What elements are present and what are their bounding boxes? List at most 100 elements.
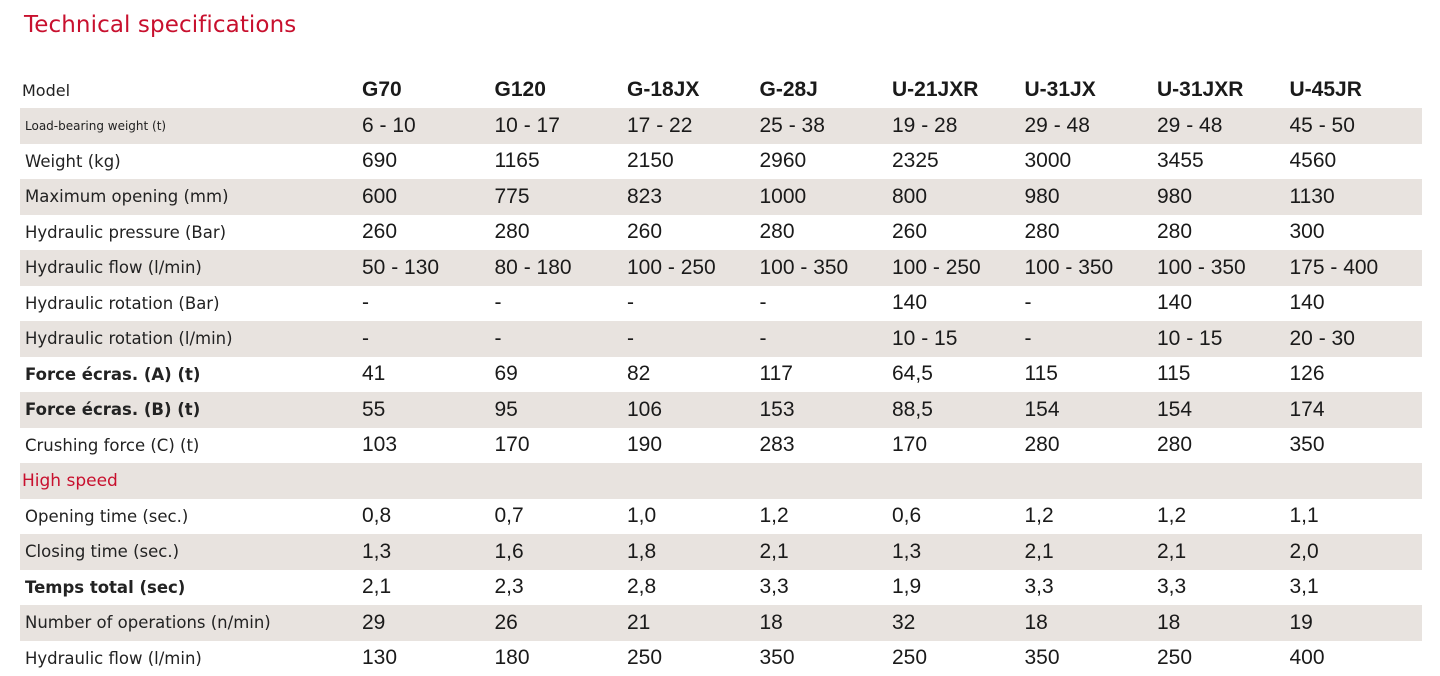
spec-label: Hydraulic pressure (Bar) [25,222,227,242]
spec-value: 115 [1024,362,1058,386]
spec-row-hydraulic-pressure: Hydraulic pressure (Bar) 260 280 260 280… [20,215,1422,251]
spec-row-maximum-opening: Maximum opening (mm) 600 775 823 1000 80… [20,179,1422,215]
spec-value: 0,6 [892,504,922,528]
spec-value: 2,1 [1157,534,1290,570]
spec-value: 100 - 350 [1024,250,1157,286]
spec-value [759,463,892,499]
spec-value: - [627,291,634,315]
spec-value: 260 [627,220,663,244]
spec-value: 2,3 [494,575,524,599]
spec-row-number-of-operations: Number of operations (n/min) 29 26 21 18… [20,605,1422,641]
spec-value: - [494,291,502,315]
spec-value: 19 [1289,605,1422,641]
spec-value: 95 [494,392,627,428]
spec-value: 400 [1289,646,1325,670]
spec-value: 29 - 48 [1024,108,1157,144]
model-header-row: Model G70 G120 G-18JX G-28J U-21JXR U-31… [20,72,1422,108]
spec-value: 823 [627,179,760,215]
spec-value: 600 [362,179,495,215]
spec-value: 100 - 350 [759,250,892,286]
spec-value: 2,1 [759,534,892,570]
spec-value: 0,7 [494,504,524,528]
spec-value [362,463,495,499]
spec-value: 55 [362,392,495,428]
spec-value: 19 - 28 [892,108,1025,144]
spec-value: 126 [1289,362,1325,386]
spec-value: 1,2 [759,504,789,528]
spec-value: 2,1 [362,575,392,599]
model-name: G-28J [759,78,818,101]
spec-value: 1,3 [362,534,495,570]
spec-label: Maximum opening (mm) [20,179,362,215]
model-name: U-31JX [1024,78,1096,101]
model-name: U-45JR [1289,78,1362,101]
spec-value: 17 - 22 [627,108,760,144]
spec-value [627,463,760,499]
watermark-graphic [280,0,700,20]
model-name: U-21JXR [892,78,979,101]
spec-value: 82 [627,362,651,386]
spec-value: 154 [1157,392,1290,428]
spec-value: 1,8 [627,534,760,570]
spec-value: 2150 [627,149,674,173]
spec-value: 0,8 [362,504,392,528]
spec-value: 32 [892,605,1025,641]
spec-value: 250 [1157,646,1193,670]
spec-value: 250 [627,646,663,670]
spec-row-force-b: Force écras. (B) (t) 55 95 106 153 88,5 … [20,392,1422,428]
spec-label: Force écras. (B) (t) [20,392,362,428]
spec-label: Weight (kg) [25,151,121,171]
spec-value: 3,3 [759,575,789,599]
spec-value: 2,1 [1024,534,1157,570]
spec-value: 26 [494,605,627,641]
spec-value: 350 [759,646,795,670]
spec-value: 1,0 [627,504,657,528]
spec-value: 175 - 400 [1289,250,1422,286]
spec-value: 283 [759,433,795,457]
spec-value: 29 - 48 [1157,108,1290,144]
spec-value: 4560 [1289,149,1337,173]
spec-row-hydraulic-flow: Hydraulic flow (l/min) 50 - 130 80 - 180… [20,250,1422,286]
spec-row-hydraulic-rotation-flow: Hydraulic rotation (l/min) - - - - 10 - … [20,321,1422,357]
spec-value: 250 [892,646,928,670]
spec-value: - [362,321,495,357]
spec-value: 106 [627,392,760,428]
model-name: G70 [362,78,402,101]
spec-value: 1000 [759,179,892,215]
spec-value: 3,1 [1289,575,1319,599]
spec-value: 1,2 [1024,504,1054,528]
spec-value: 980 [1157,179,1290,215]
spec-row-crushing-force-c: Crushing force (C) (t) 103 170 190 283 1… [20,428,1422,464]
spec-value: - [362,291,369,315]
spec-row-total-time: Temps total (sec) 2,1 2,3 2,8 3,3 1,9 3,… [20,570,1422,606]
spec-value: - [1024,291,1032,315]
spec-value: 280 [759,220,795,244]
section-label-high-speed: High speed [20,463,362,499]
spec-value: 20 - 30 [1289,321,1422,357]
spec-value: 3,3 [1024,575,1054,599]
spec-value: 130 [362,646,398,670]
spec-value: 10 - 15 [892,321,1025,357]
spec-value: 800 [892,179,1025,215]
spec-value: 1,6 [494,534,627,570]
spec-label: Hydraulic rotation (Bar) [25,293,220,313]
spec-value: 1,3 [892,534,1025,570]
spec-value: 1,2 [1157,504,1187,528]
spec-label: Closing time (sec.) [20,534,362,570]
spec-value: 2325 [892,149,939,173]
spec-value: 350 [1024,646,1060,670]
page-title: Technical specifications [24,12,297,38]
spec-value: 10 - 17 [494,108,627,144]
spec-value: 2,8 [627,575,657,599]
spec-value: - [494,321,627,357]
spec-value: 6 - 10 [362,108,495,144]
spec-value: 140 [892,291,928,315]
spec-value: 115 [1157,362,1191,386]
spec-value: 103 [362,433,398,457]
spec-value: 18 [759,605,892,641]
spec-row-load-bearing-weight: Load-bearing weight (t) 6 - 10 10 - 17 1… [20,108,1422,144]
spec-value: 153 [759,392,892,428]
spec-value: 25 - 38 [759,108,892,144]
spec-value: 140 [1157,291,1193,315]
spec-row-opening-time: Opening time (sec.) 0,8 0,7 1,0 1,2 0,6 … [20,499,1422,535]
